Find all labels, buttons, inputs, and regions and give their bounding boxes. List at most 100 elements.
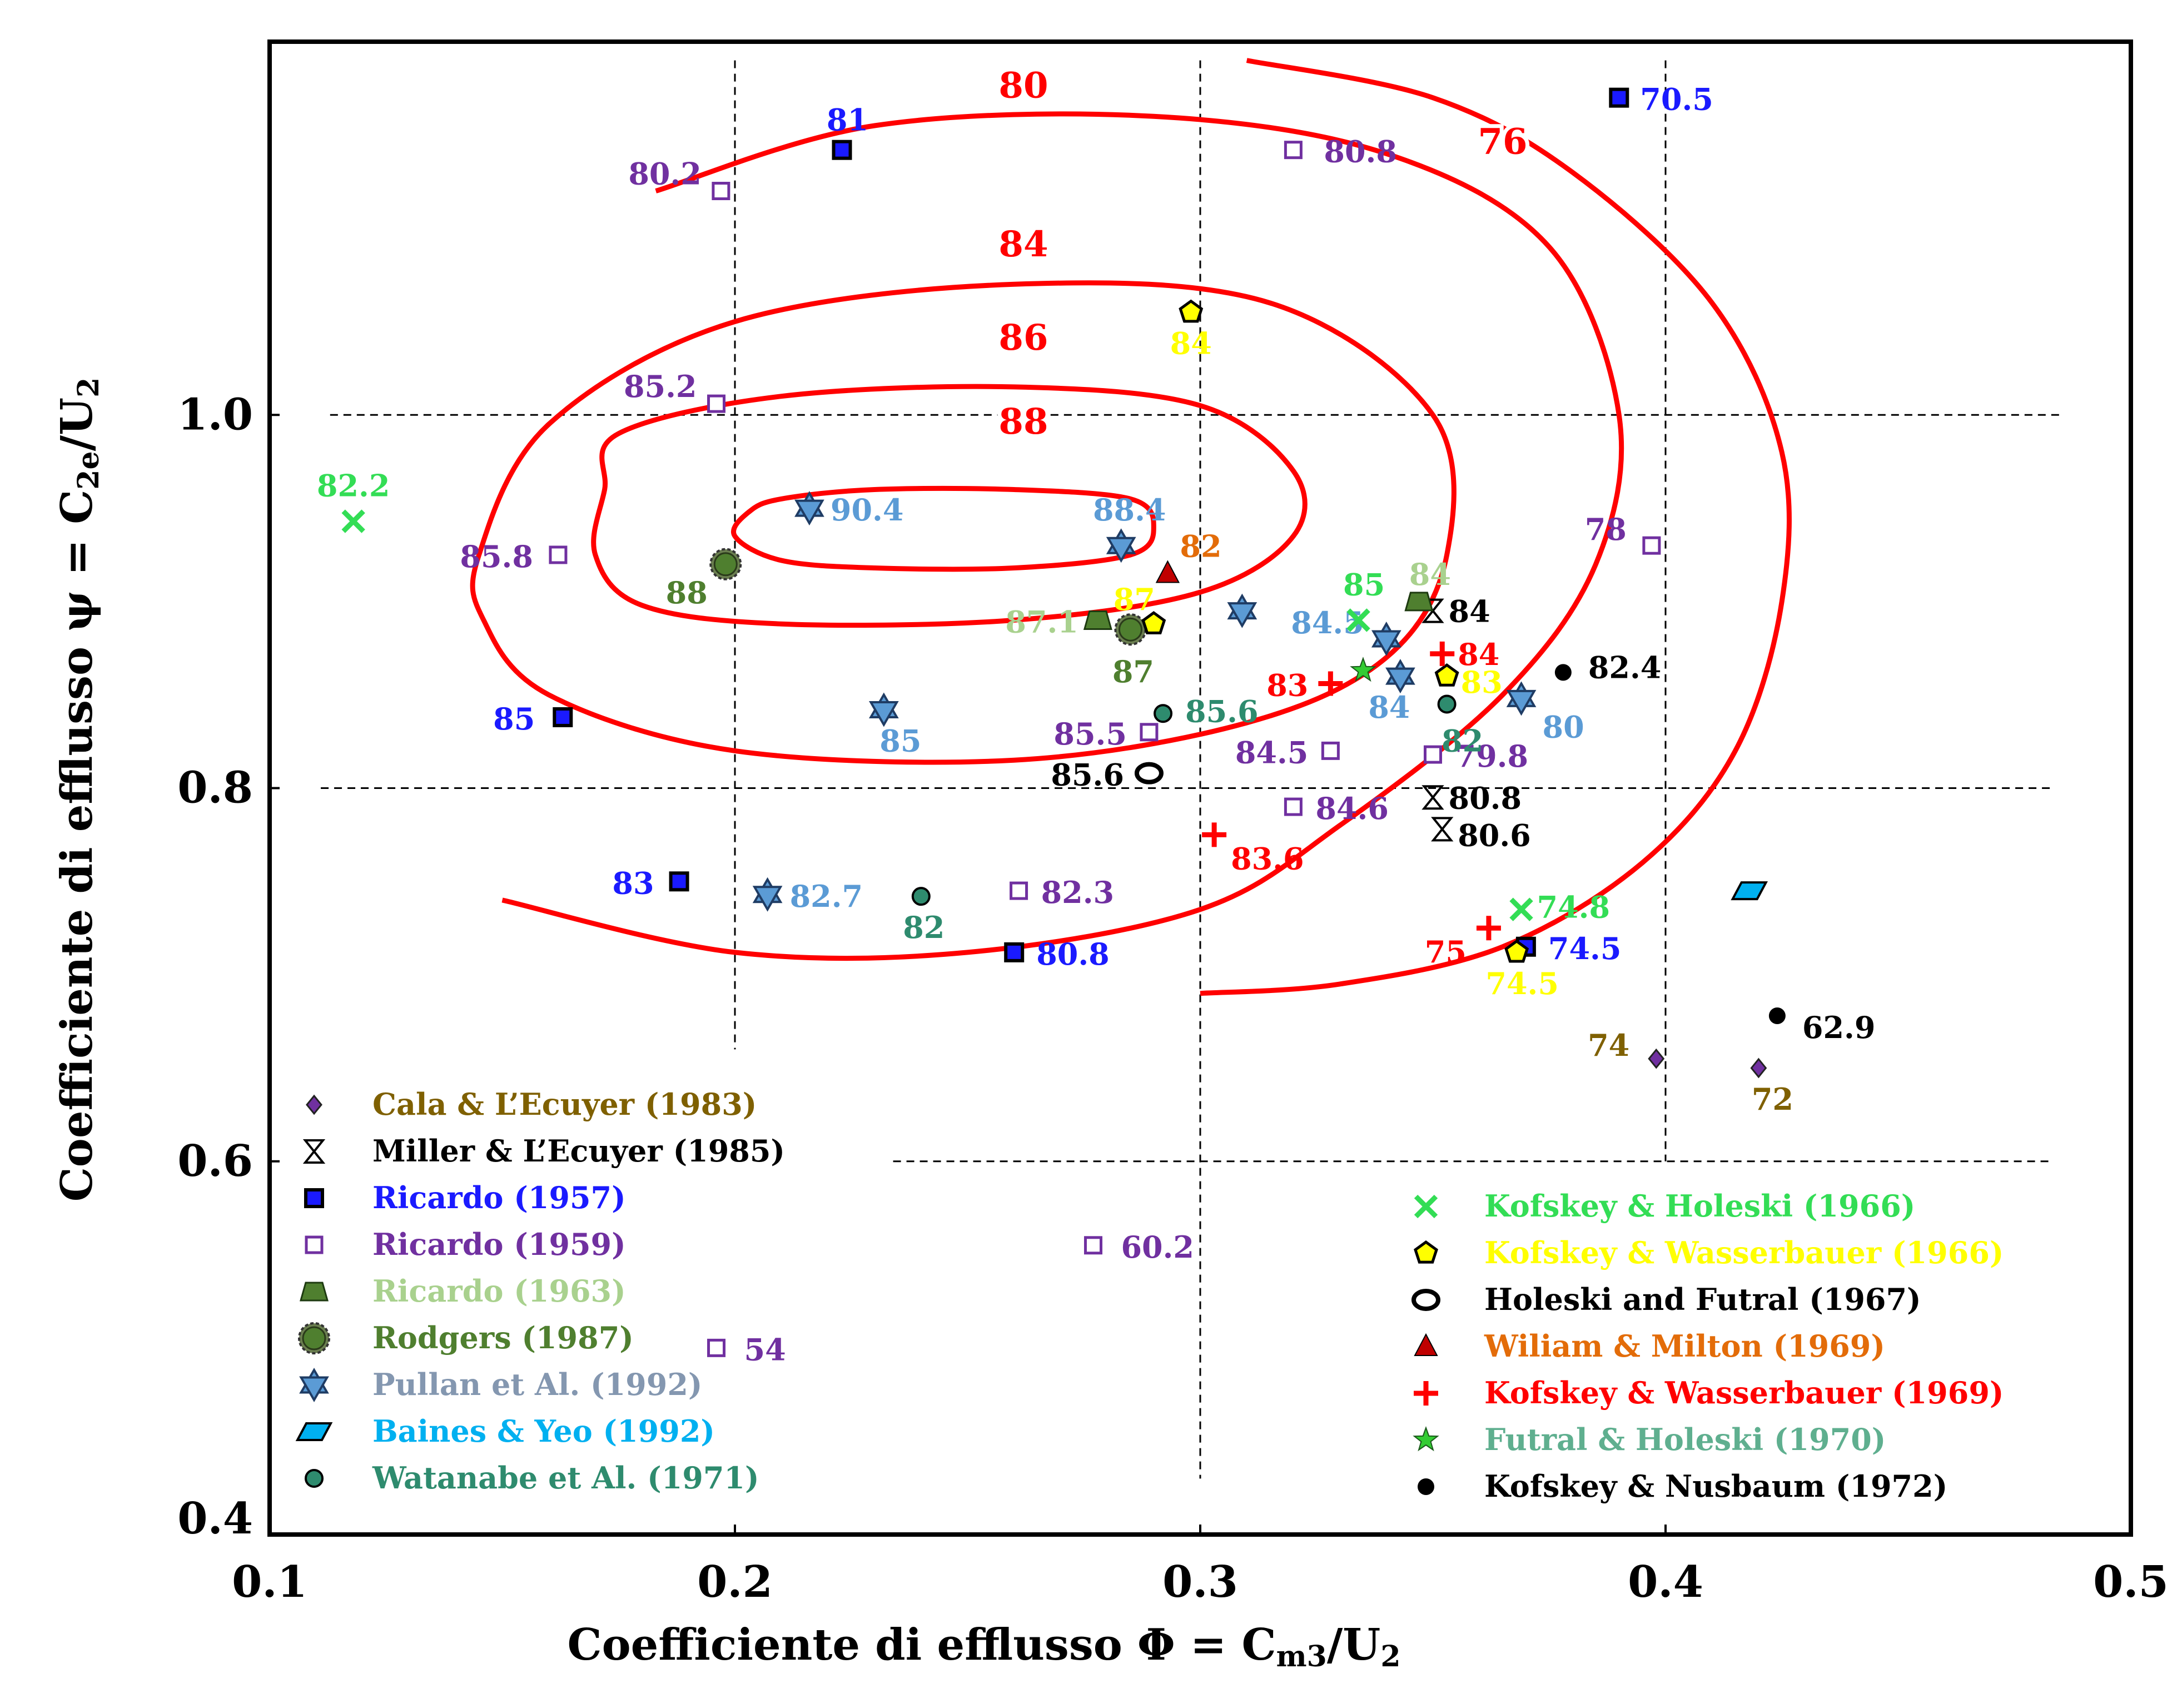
series-14 bbox=[1350, 657, 1376, 682]
series-2: 81 70.5 85 83 80.8 74.5 bbox=[493, 82, 1713, 972]
legend-marker bbox=[1411, 1289, 1440, 1311]
x-axis-title-sub2: 2 bbox=[1380, 1640, 1400, 1674]
y-tick-label: 0.4 bbox=[177, 1493, 253, 1544]
legend-label: Ricardo (1957) bbox=[372, 1180, 626, 1215]
legend-marker bbox=[295, 1422, 333, 1441]
data-label: 90.4 bbox=[831, 492, 904, 528]
data-point bbox=[1346, 608, 1370, 632]
data-point bbox=[1642, 536, 1661, 555]
data-label: 85.6 bbox=[1185, 693, 1259, 729]
data-label: 83 bbox=[1461, 664, 1503, 700]
x-stroke-b bbox=[1414, 1194, 1438, 1219]
legend-marker bbox=[299, 1368, 329, 1402]
data-label: 85 bbox=[493, 701, 535, 737]
series-10: 84 87 83 74.5 bbox=[1114, 299, 1559, 1001]
legend-marker bbox=[302, 1139, 326, 1164]
data-point bbox=[1385, 659, 1415, 694]
data-point bbox=[1430, 641, 1455, 666]
data-label: 79.8 bbox=[1455, 738, 1529, 774]
x-stroke-b bbox=[1346, 608, 1370, 632]
data-point bbox=[1434, 663, 1459, 687]
data-point bbox=[868, 692, 899, 727]
data-point bbox=[1134, 762, 1164, 785]
data-point bbox=[1350, 657, 1376, 682]
data-point bbox=[709, 548, 742, 580]
gear-inner bbox=[713, 552, 738, 577]
data-label: 84 bbox=[1170, 326, 1212, 361]
legend-entry: Ricardo (1957) bbox=[304, 1180, 626, 1215]
x-tick: 0.4 bbox=[1628, 1525, 1703, 1607]
data-label: 85.2 bbox=[624, 369, 697, 404]
data-label: 82 bbox=[903, 910, 945, 945]
data-label: 81 bbox=[827, 102, 868, 138]
legend-entry: Kofskey & Wasserbauer (1966) bbox=[1414, 1235, 2004, 1270]
data-label: 74.5 bbox=[1485, 966, 1559, 1001]
data-label: 85 bbox=[1343, 567, 1385, 602]
legend-marker bbox=[1414, 1194, 1438, 1219]
star-triangle-down bbox=[868, 701, 899, 727]
data-point bbox=[1437, 694, 1457, 714]
contour-line bbox=[501, 111, 1624, 961]
data-label: 84.6 bbox=[1315, 791, 1389, 826]
legend-entry: Baines & Yeo (1992) bbox=[295, 1413, 715, 1449]
data-point bbox=[1424, 745, 1442, 764]
gear-inner bbox=[302, 1326, 326, 1350]
legend-marker bbox=[305, 1235, 324, 1254]
y-axis-title-sub2: 2 bbox=[72, 378, 106, 398]
data-point bbox=[1004, 942, 1025, 962]
legend-entry: Pullan et Al. (1992) bbox=[299, 1367, 702, 1402]
legend-label: Pullan et Al. (1992) bbox=[372, 1367, 702, 1402]
star-triangle-down bbox=[1106, 537, 1136, 563]
data-label: 84 bbox=[1409, 557, 1451, 592]
legend-entry: Rodgers (1987) bbox=[298, 1320, 634, 1356]
data-label: 82.7 bbox=[790, 878, 863, 914]
series-12: 82 bbox=[1155, 529, 1222, 583]
data-point bbox=[1155, 560, 1180, 583]
data-label: 88 bbox=[666, 575, 708, 610]
data-label: 85.8 bbox=[460, 539, 533, 574]
star-triangle-down bbox=[299, 1376, 329, 1402]
x-tick-label: 0.1 bbox=[232, 1557, 307, 1607]
x-tick-label: 0.2 bbox=[697, 1557, 773, 1607]
y-tick-label: 0.6 bbox=[177, 1136, 253, 1186]
x-tick-label: 0.4 bbox=[1628, 1557, 1703, 1607]
series-15: 82.4 62.9 bbox=[1554, 649, 1876, 1045]
data-point bbox=[911, 887, 931, 906]
data-point bbox=[1154, 704, 1173, 723]
data-point bbox=[752, 877, 783, 912]
y-tick: 0.6 bbox=[177, 1136, 280, 1186]
x-tick: 0.2 bbox=[697, 1525, 773, 1607]
data-point bbox=[1648, 1048, 1665, 1069]
data-label: 70.5 bbox=[1640, 82, 1713, 117]
data-point bbox=[1476, 916, 1501, 941]
efficiency-contours: 88 86 84 80 76 bbox=[470, 58, 1792, 996]
data-label: 80.8 bbox=[1036, 936, 1110, 972]
data-point bbox=[1114, 613, 1147, 646]
data-point bbox=[1010, 881, 1028, 900]
data-point bbox=[1750, 1057, 1767, 1079]
x-axis-ticks: 0.1 0.2 0.3 0.4 0.5 bbox=[232, 1525, 2169, 1607]
y-tick: 1.0 bbox=[177, 389, 280, 440]
data-label: 84 bbox=[1458, 637, 1499, 672]
data-label: 60.2 bbox=[1121, 1229, 1194, 1265]
data-label: 83 bbox=[612, 865, 654, 901]
contour-label: 84 bbox=[998, 224, 1048, 265]
x-axis-title-sub: m3 bbox=[1276, 1640, 1327, 1674]
contour-label: 80 bbox=[998, 65, 1048, 107]
data-point bbox=[1506, 681, 1537, 716]
legend-label: Miller & L’Ecuyer (1985) bbox=[372, 1133, 785, 1169]
y-axis-ticks: 0.4 0.6 0.8 1.0 bbox=[177, 389, 280, 1544]
y-tick-label: 1.0 bbox=[177, 389, 253, 440]
data-label: 82 bbox=[1442, 723, 1483, 758]
x-tick: 0.3 bbox=[1162, 1525, 1238, 1607]
x-axis-title-main: Coefficiente di efflusso Φ = C bbox=[567, 1620, 1276, 1670]
data-point bbox=[1106, 528, 1136, 563]
x-tick-label: 0.5 bbox=[2093, 1557, 2169, 1607]
y-axis-title-sub: 2e bbox=[72, 451, 106, 489]
data-point bbox=[1227, 593, 1257, 628]
legend-label: Futral & Holeski (1970) bbox=[1484, 1422, 1886, 1457]
data-label: 62.9 bbox=[1802, 1010, 1876, 1045]
data-point bbox=[1421, 598, 1444, 623]
x-stroke-b bbox=[341, 509, 365, 533]
